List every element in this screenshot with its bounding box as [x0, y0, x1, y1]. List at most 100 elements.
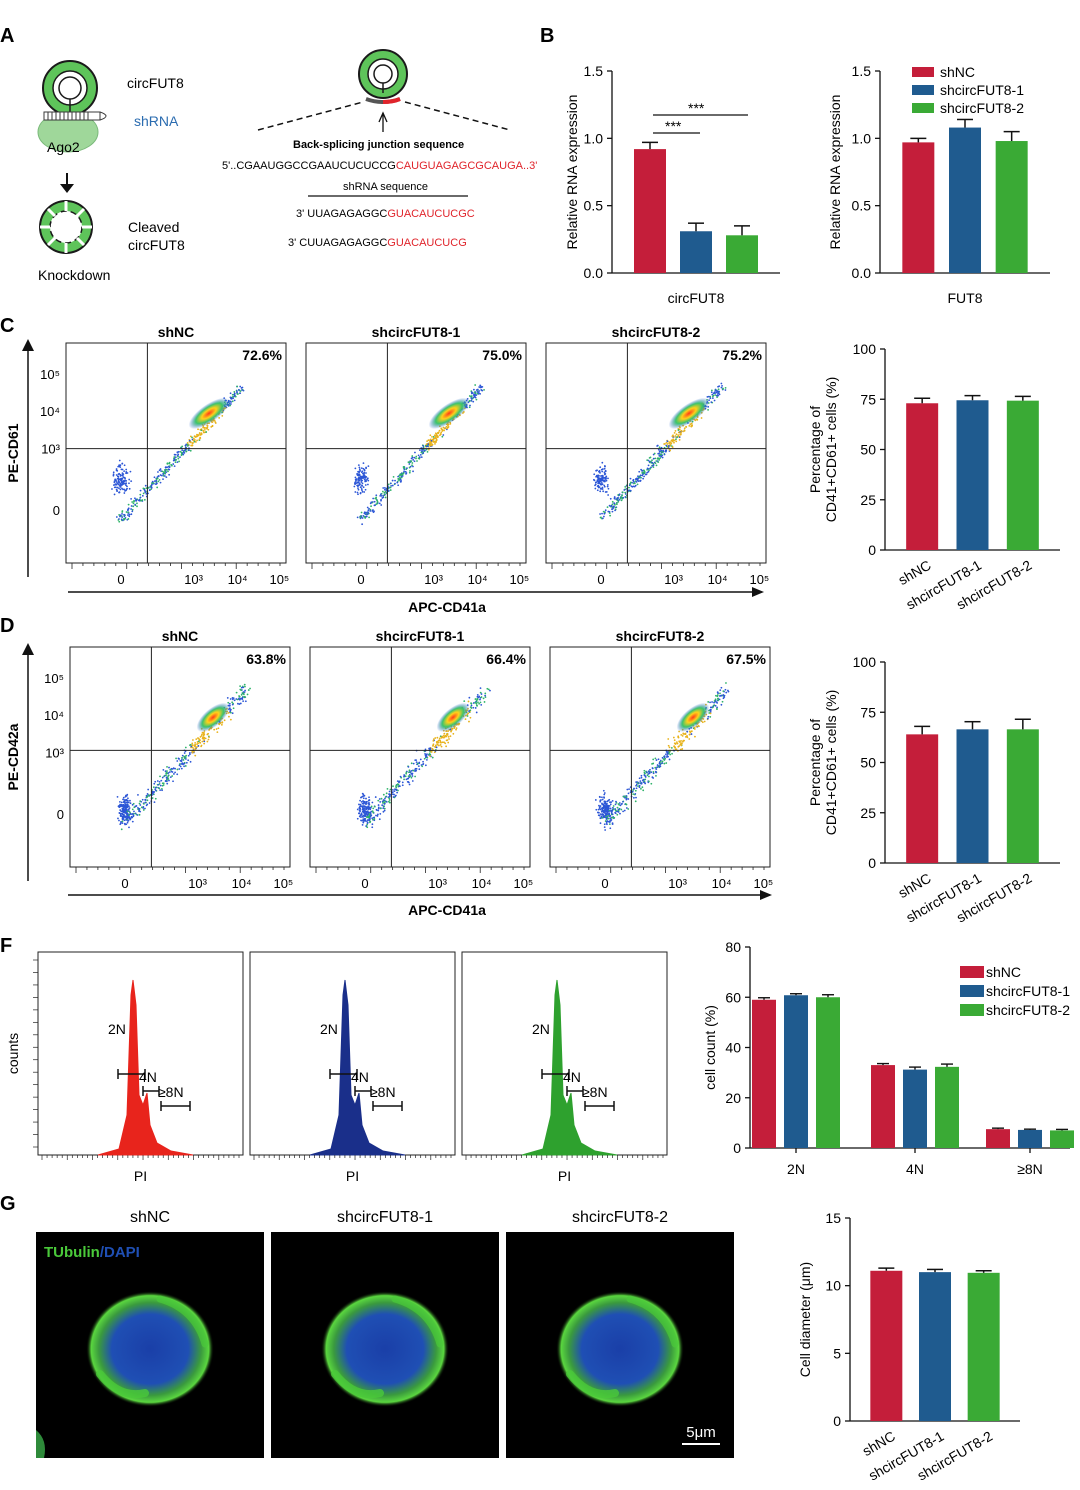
dot — [652, 772, 655, 775]
dot — [663, 762, 666, 765]
dot — [172, 463, 175, 465]
y-tick-label: 10⁴ — [40, 404, 60, 419]
dot — [621, 491, 624, 494]
dot — [646, 459, 649, 462]
dot — [612, 505, 615, 508]
dot — [371, 801, 374, 804]
dot — [438, 429, 441, 432]
bar-shcircFUT8-1 — [680, 231, 712, 273]
dot — [432, 738, 435, 741]
dot — [720, 386, 723, 389]
dot — [667, 445, 670, 447]
dot — [391, 788, 394, 791]
dot — [203, 428, 206, 431]
y-tick-label: 0.0 — [852, 265, 872, 281]
y-tick-label: 10³ — [41, 442, 60, 457]
dot — [407, 766, 410, 768]
chart-c-bars: 0255075100shNCshcircFUT8-1shcircFUT8-2Pe… — [807, 341, 1060, 613]
dot — [599, 799, 602, 802]
dot — [423, 757, 426, 760]
dot — [375, 494, 378, 497]
dot — [672, 736, 675, 739]
dot — [599, 808, 602, 811]
y-axis-label-1: Percentage of — [807, 406, 823, 493]
x-axis-arrowhead-icon — [752, 587, 764, 597]
dot — [635, 478, 638, 481]
dot — [596, 489, 599, 492]
dot — [484, 694, 487, 697]
dot — [228, 707, 231, 710]
dot — [134, 503, 137, 506]
dot — [429, 434, 432, 437]
dot — [449, 735, 452, 738]
dot — [377, 806, 380, 809]
dot — [151, 797, 154, 799]
dot — [359, 486, 362, 489]
dot — [662, 449, 665, 452]
dot — [419, 449, 421, 451]
dot — [239, 702, 242, 705]
dot — [681, 748, 684, 750]
dot — [364, 815, 367, 817]
dot — [375, 503, 378, 506]
dot — [136, 505, 138, 508]
cell-tubulin-cortex — [566, 1370, 619, 1399]
bar-4N-shcircFUT8-1 — [903, 1069, 927, 1148]
dot — [112, 471, 115, 474]
dot — [373, 500, 376, 503]
dot — [725, 682, 727, 684]
dot — [599, 817, 602, 819]
dot — [603, 796, 605, 799]
dot — [655, 460, 658, 462]
dot — [241, 692, 244, 694]
bar-shcircFUT8-2 — [1006, 729, 1039, 863]
dot — [200, 433, 203, 435]
dot — [632, 485, 635, 488]
dot — [185, 450, 188, 453]
dot — [367, 509, 370, 512]
dot — [720, 382, 723, 385]
x-tick-label: 10⁴ — [708, 572, 728, 587]
dot — [640, 776, 643, 779]
micrograph-3: shcircFUT8-2 — [506, 1209, 734, 1458]
sig-label-2: *** — [688, 100, 705, 116]
cell-tubulin-cortex — [626, 1295, 679, 1348]
dot — [382, 799, 385, 801]
dot — [605, 479, 608, 482]
dot — [628, 484, 631, 487]
dot — [429, 755, 431, 757]
stain-separator: / — [100, 1244, 105, 1261]
dot — [606, 800, 609, 803]
legend-label: shcircFUT8-1 — [986, 983, 1070, 999]
panel-g: G shNC shcircFUT8-1 shcircFUT8-2TUbulin/DA… — [0, 1193, 1020, 1484]
dot — [357, 478, 359, 481]
dot — [369, 811, 372, 814]
dot — [123, 492, 126, 494]
dot — [724, 389, 727, 391]
dot — [418, 761, 421, 764]
dot — [648, 771, 651, 774]
dot — [362, 793, 365, 796]
dot — [441, 741, 444, 744]
dot — [121, 483, 124, 486]
dot — [380, 494, 383, 497]
y-axis-label-1: Percentage of — [807, 719, 823, 806]
dot — [611, 813, 614, 816]
dot — [689, 423, 692, 426]
dot — [365, 801, 368, 803]
bar-shcircFUT8-1 — [956, 400, 989, 550]
dot — [446, 739, 449, 742]
dot — [711, 393, 714, 396]
dot — [388, 797, 391, 800]
y-tick-label: 1.0 — [852, 130, 872, 146]
dot — [665, 751, 668, 753]
dot — [602, 510, 605, 513]
dot — [122, 476, 125, 479]
dot — [206, 425, 209, 427]
dot — [362, 818, 365, 821]
dot — [435, 434, 438, 437]
x-tick-label: 10⁴ — [468, 572, 488, 587]
dot — [637, 476, 640, 479]
dot — [655, 774, 657, 777]
